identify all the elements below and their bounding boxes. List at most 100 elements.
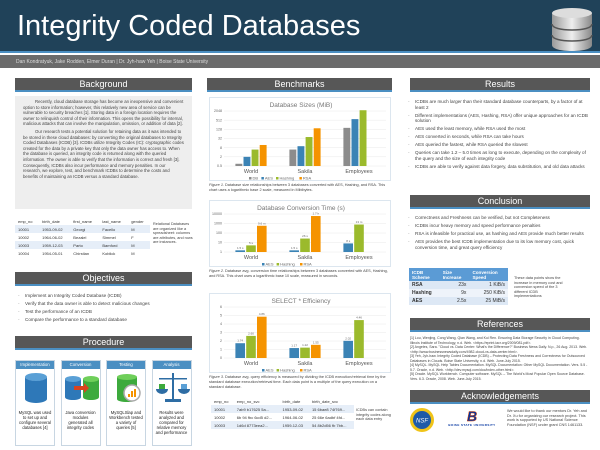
references-list: [1] Lou, Wenjing, Cong Wang, Qian Wang, … (410, 336, 590, 381)
legend-swatch (261, 177, 264, 180)
y-tick-label: 1 (220, 250, 222, 254)
legend-swatch (300, 263, 303, 266)
scales-icon (153, 369, 191, 410)
data-label: 1.5 s (291, 246, 298, 250)
x-tick-label: Sakila (298, 361, 314, 367)
data-label: 1.5 s (237, 246, 244, 250)
bar-aes-employees (343, 243, 353, 252)
objectives-heading: Objectives (15, 272, 192, 286)
step-label: Testing (107, 361, 145, 369)
table-cell: 10003 (15, 241, 40, 249)
table-cell: AES (412, 298, 423, 304)
caption-text: Database size relationships between 3 da… (209, 183, 386, 192)
table-row: AES 2.5x 25 MiB/s (409, 297, 508, 305)
bar-rsa-world (259, 144, 267, 166)
data-label: 9.6 m (258, 221, 266, 225)
column-header: Size Increase (439, 268, 470, 281)
table-cell: 7ab9 b17625 5a... (233, 405, 280, 413)
column-header: last_name (102, 218, 121, 224)
x-tick-label: Sakila (298, 255, 314, 261)
bullet-item: AES converted in seconds, while RSA can … (408, 134, 590, 140)
figure-2-caption: Figure 2. Database avg. conversion time … (209, 269, 391, 279)
convert-databases-icon (62, 369, 100, 410)
table-cell: Koblick (102, 250, 116, 256)
y-tick-label: 32 (218, 137, 222, 141)
y-tick-label: 10 (218, 241, 222, 245)
caption-label: Figure 1. (209, 183, 224, 187)
step-label: Implementation (16, 361, 54, 369)
table-cell: F (131, 234, 134, 240)
bullet-item: Implement an Integrity Coded Database (I… (18, 293, 193, 299)
table-cell: Bamford (99, 241, 129, 249)
data-label: 5 s (249, 241, 254, 245)
table-cell: Chirstian (73, 250, 90, 256)
table-cell: 250 KiB/s (483, 290, 505, 296)
legend-label: AES (266, 367, 274, 372)
bar-aes-employees (343, 340, 353, 358)
bullet-item: Correctness and Freshness can be verifie… (408, 215, 590, 221)
icdb-note: ICDBs can contain integrity codes along … (356, 408, 391, 422)
bar-rsa-world (257, 316, 267, 358)
data-label: 1.7 h (312, 212, 319, 216)
background-paragraph: Recently, cloud database storage has bec… (23, 99, 184, 127)
caption-text: Database avg. conversion time relationsh… (209, 269, 388, 278)
table-row: 10004 1954-05-01 Chirstian Koblick M (15, 249, 150, 257)
table-cell: M (128, 241, 150, 249)
legend-swatch (300, 369, 303, 372)
table-row: 10001 1953-09-02 Georgi Facello M (15, 225, 150, 233)
bar-rsa-world (257, 225, 267, 252)
table-cell: Facello (99, 225, 129, 233)
table-header-row: ICDB Scheme Size Increase Conversion Speed (409, 268, 508, 281)
table-cell: 15 6bae8 74f769... (308, 405, 354, 413)
legend-swatch (276, 177, 279, 180)
objectives-list: Implement an Integrity Coded Database (I… (18, 293, 193, 325)
table-cell: 6b 94 fbc 6cd5 d2... (236, 414, 272, 420)
y-tick-label: 4 (220, 322, 222, 326)
column-header: emp_no (214, 398, 229, 404)
bullet-item: ICDBs incur heavy memory and speed perfo… (408, 223, 590, 229)
table-header-row: emp_no birth_date first_name last_name gende… (15, 217, 150, 225)
data-label: 8 s (346, 239, 351, 243)
icdb-table: emp_no emp_no_svc birth_date birth_date_svc… (211, 397, 354, 429)
bar-aes-world (235, 250, 245, 252)
bar-hashing-sakila (300, 347, 310, 358)
bullet-item: Verify that the data owner is able to de… (18, 301, 193, 307)
bar-hashing-employees (359, 110, 367, 166)
x-tick-label: World (244, 361, 258, 367)
column-header: emp_no (18, 218, 33, 224)
y-tick-label: 2048 (214, 109, 222, 113)
y-tick-label: 1000 (214, 222, 222, 226)
table-row: 10003 1d6d 8773eea2... 1959-12-03 54 8b2d56… (211, 421, 354, 429)
bar-rsa-sakila (311, 344, 321, 358)
reference-item: [4] MySQL. MySQL Help Tables Documentati… (410, 363, 588, 372)
table-cell: 1964-06-02 (282, 414, 303, 420)
procedure-step-conversion: Conversion Java conversion modules genera… (60, 360, 101, 446)
legend-label: Hashing (280, 175, 295, 180)
poster-header: Integrity Coded Databases (0, 0, 600, 53)
y-tick-label: 3 (220, 331, 222, 335)
table-cell: 54 8b2d56 fb 7bb... (308, 421, 354, 429)
caption-text: Database avg. query efficiency is measur… (209, 375, 386, 389)
table-cell: 25 MiB/s (485, 298, 505, 304)
poster-title: Integrity Coded Databases (17, 10, 361, 42)
table-row: 10003 1959-12-03 Parto Bamford M (15, 241, 150, 249)
legend-label: RSA (304, 367, 313, 372)
acknowledgements-text: We would like to thank our mentors Dr. Y… (507, 409, 587, 427)
table-cell: 10002 (214, 414, 226, 420)
data-label: 2.60 (248, 331, 254, 335)
legend-label: Hashing (280, 261, 295, 266)
bullet-item: Compare the performance to a standard da… (18, 317, 193, 323)
table-cell: Bezalel (73, 234, 87, 240)
column-header: birth_date (282, 398, 301, 404)
chart-conversion-time: Database Conversion Time (s) 1 10 100 1000 10… (209, 200, 391, 267)
reference-item: [2] Angeles, Sara. "Cloud vs. Data Cente… (410, 345, 588, 354)
table-row: 10002 6b 94 fbc 6cd5 d2... 1964-06-02 25 66… (211, 413, 354, 421)
results-list: ICDBs are much larger than their standar… (408, 99, 590, 172)
relational-table: emp_no birth_date first_name last_name gende… (15, 217, 150, 257)
table-cell: M (131, 250, 135, 256)
bullet-item: Different implementations (AES, Hashing,… (408, 113, 590, 124)
benchmarks-heading: Benchmarks (207, 78, 392, 92)
table-row: 10002 1964-06-02 Bezalel Simmel F (15, 233, 150, 241)
acknowledgements-heading: Acknowledgements (410, 390, 590, 404)
table-header-row: emp_no emp_no_svc birth_date birth_date_svc (211, 397, 354, 405)
